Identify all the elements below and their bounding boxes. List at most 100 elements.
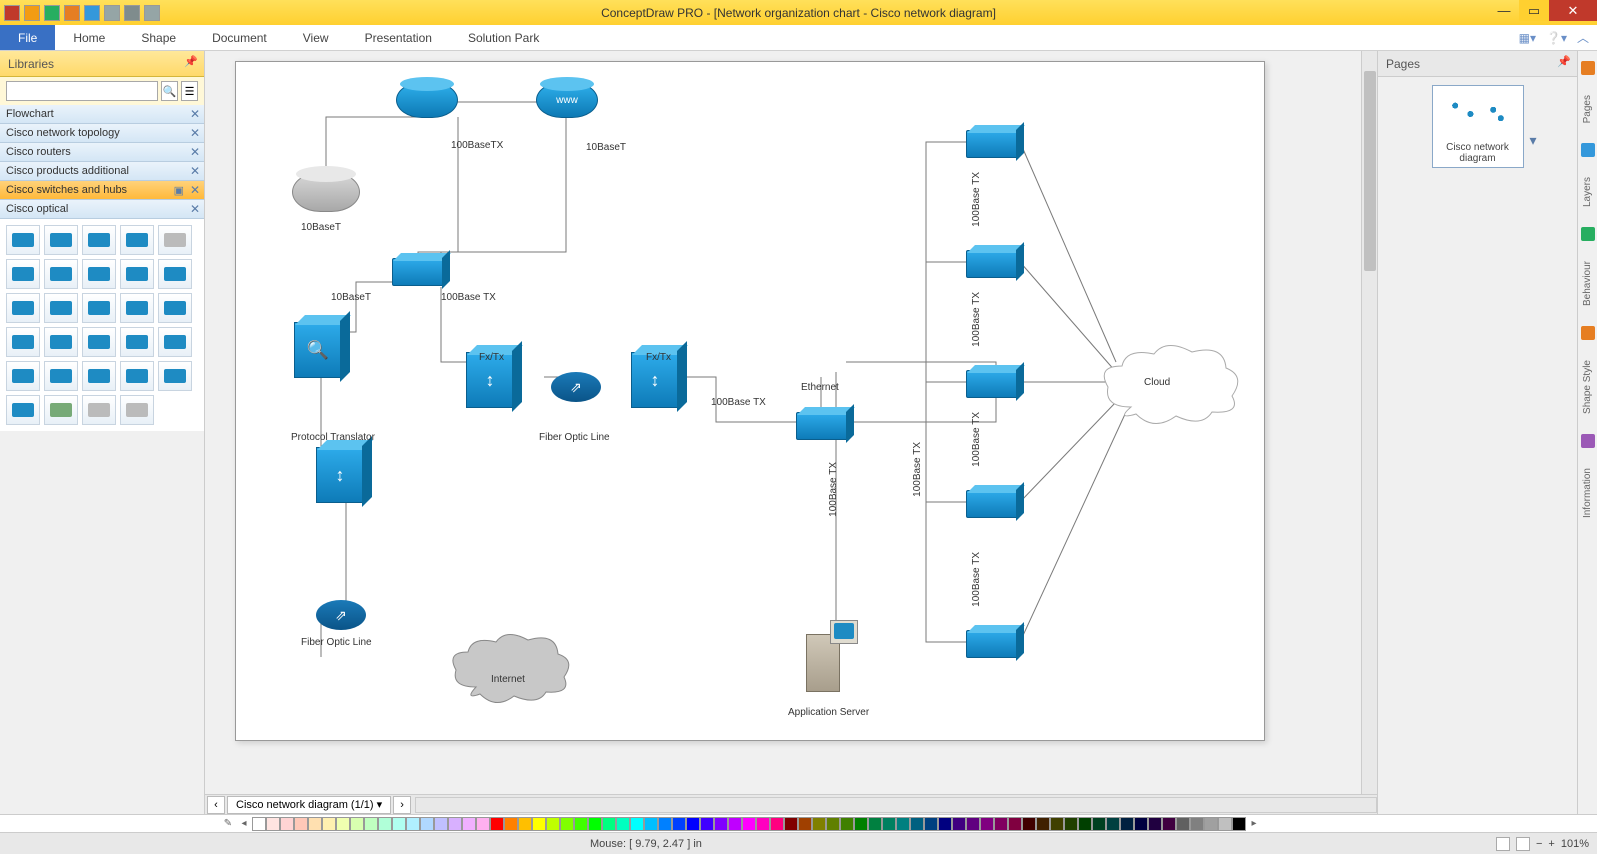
shape-stencil[interactable]: [6, 225, 40, 255]
color-swatch[interactable]: [1106, 817, 1120, 831]
tab-view[interactable]: View: [285, 25, 347, 50]
color-swatch[interactable]: [924, 817, 938, 831]
color-swatch[interactable]: [378, 817, 392, 831]
color-swatch[interactable]: [868, 817, 882, 831]
shape-stencil[interactable]: [6, 259, 40, 289]
color-swatch[interactable]: [1204, 817, 1218, 831]
shape-stencil[interactable]: [44, 225, 78, 255]
dock-icon[interactable]: [1581, 326, 1595, 340]
color-swatch[interactable]: [686, 817, 700, 831]
color-swatch[interactable]: [714, 817, 728, 831]
close-icon[interactable]: ✕: [190, 202, 200, 216]
color-swatch[interactable]: [364, 817, 378, 831]
library-item[interactable]: Cisco routers✕: [0, 143, 204, 162]
close-icon[interactable]: ✕: [190, 145, 200, 159]
shape-stencil[interactable]: [44, 259, 78, 289]
color-swatch[interactable]: [1120, 817, 1134, 831]
color-swatch[interactable]: [882, 817, 896, 831]
color-swatch[interactable]: [252, 817, 266, 831]
color-swatch[interactable]: [490, 817, 504, 831]
node-router[interactable]: [396, 82, 458, 118]
color-swatch[interactable]: [462, 817, 476, 831]
color-swatch[interactable]: [280, 817, 294, 831]
color-swatch[interactable]: [448, 817, 462, 831]
qat-icon[interactable]: [84, 5, 100, 21]
minimize-button[interactable]: —: [1489, 0, 1519, 21]
color-swatch[interactable]: [994, 817, 1008, 831]
color-swatch[interactable]: [518, 817, 532, 831]
color-swatch[interactable]: [1218, 817, 1232, 831]
shape-stencil[interactable]: [44, 327, 78, 357]
color-swatch[interactable]: [798, 817, 812, 831]
colorbar-left-arrow[interactable]: ◂: [236, 817, 252, 831]
zoom-in-button[interactable]: +: [1548, 838, 1554, 850]
library-item[interactable]: Cisco optical✕: [0, 200, 204, 219]
library-item[interactable]: Flowchart✕: [0, 105, 204, 124]
tab-shape[interactable]: Shape: [123, 25, 194, 50]
color-swatch[interactable]: [1064, 817, 1078, 831]
shape-stencil[interactable]: [120, 361, 154, 391]
dock-tab-information[interactable]: Information: [1582, 468, 1593, 518]
color-swatch[interactable]: [812, 817, 826, 831]
color-swatch[interactable]: [546, 817, 560, 831]
shape-stencil[interactable]: [158, 259, 192, 289]
color-swatch[interactable]: [1148, 817, 1162, 831]
collapse-icon[interactable]: ▣: [174, 184, 184, 197]
color-swatch[interactable]: [700, 817, 714, 831]
node-protocol-translator[interactable]: ↕: [316, 447, 364, 503]
node-ethernet-switch[interactable]: [796, 412, 848, 440]
color-swatch[interactable]: [896, 817, 910, 831]
vertical-scrollbar[interactable]: [1361, 51, 1377, 794]
qat-icon[interactable]: [104, 5, 120, 21]
tab-presentation[interactable]: Presentation: [347, 25, 450, 50]
color-swatch[interactable]: [1190, 817, 1204, 831]
dock-tab-layers[interactable]: Layers: [1582, 177, 1593, 207]
color-swatch[interactable]: [266, 817, 280, 831]
shape-stencil[interactable]: [6, 361, 40, 391]
shape-stencil[interactable]: [82, 293, 116, 323]
qat-icon[interactable]: [64, 5, 80, 21]
color-swatch[interactable]: [1162, 817, 1176, 831]
tab-home[interactable]: Home: [55, 25, 123, 50]
color-swatch[interactable]: [756, 817, 770, 831]
shape-stencil[interactable]: [44, 361, 78, 391]
library-item[interactable]: Cisco network topology✕: [0, 124, 204, 143]
sheet-next-button[interactable]: ›: [393, 796, 411, 814]
shape-stencil[interactable]: [82, 361, 116, 391]
close-icon[interactable]: ✕: [190, 164, 200, 178]
collapse-ribbon-icon[interactable]: ︿: [1577, 29, 1589, 46]
qat-icon[interactable]: [24, 5, 40, 21]
pin-icon[interactable]: 📌: [184, 55, 198, 68]
color-swatch[interactable]: [532, 817, 546, 831]
color-swatch[interactable]: [1176, 817, 1190, 831]
shape-stencil[interactable]: [82, 395, 116, 425]
shape-stencil[interactable]: [120, 395, 154, 425]
tab-solution-park[interactable]: Solution Park: [450, 25, 557, 50]
node-application-server[interactable]: [806, 620, 858, 692]
color-swatch[interactable]: [1092, 817, 1106, 831]
color-swatch[interactable]: [826, 817, 840, 831]
shape-stencil[interactable]: [82, 327, 116, 357]
colorbar-dropper-icon[interactable]: ✎: [220, 817, 236, 831]
color-swatch[interactable]: [966, 817, 980, 831]
node-switch[interactable]: [966, 130, 1018, 158]
color-swatch[interactable]: [840, 817, 854, 831]
shape-stencil[interactable]: [6, 327, 40, 357]
color-swatch[interactable]: [294, 817, 308, 831]
search-button[interactable]: 🔍: [161, 81, 178, 101]
shape-stencil[interactable]: [158, 293, 192, 323]
shape-stencil[interactable]: [82, 225, 116, 255]
shape-stencil[interactable]: [158, 361, 192, 391]
color-swatch[interactable]: [616, 817, 630, 831]
color-swatch[interactable]: [952, 817, 966, 831]
shape-stencil[interactable]: [158, 225, 192, 255]
shape-stencil[interactable]: [44, 395, 78, 425]
color-swatch[interactable]: [420, 817, 434, 831]
library-item-selected[interactable]: Cisco switches and hubs▣✕: [0, 181, 204, 200]
page-thumbnail[interactable]: Cisco network diagram ▾: [1432, 85, 1524, 168]
node-fiber-optic[interactable]: ⇗: [316, 600, 366, 630]
color-swatch[interactable]: [1022, 817, 1036, 831]
color-swatch[interactable]: [770, 817, 784, 831]
color-swatch[interactable]: [560, 817, 574, 831]
shape-stencil[interactable]: [120, 225, 154, 255]
